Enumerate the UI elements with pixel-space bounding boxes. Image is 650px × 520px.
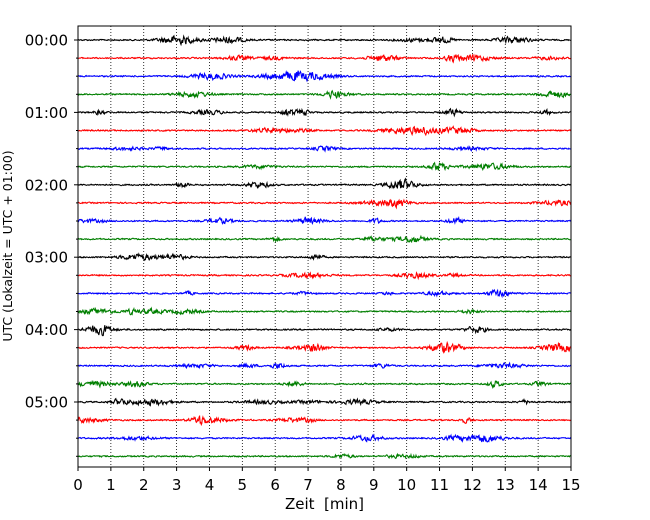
x-tick-label-5: 5 bbox=[238, 476, 248, 494]
trace-05:30 bbox=[77, 433, 572, 443]
x-tick-label-14: 14 bbox=[529, 476, 548, 494]
trace-02:45 bbox=[77, 234, 572, 244]
trace-01:00 bbox=[77, 107, 572, 118]
plot-frame bbox=[77, 25, 572, 468]
y-axis-ticks: 00:00 01:00 02:00 03:00 04:00 05:00 bbox=[25, 32, 78, 457]
trace-05:00 bbox=[77, 397, 572, 407]
trace-00:15 bbox=[77, 53, 572, 64]
trace-05:45 bbox=[77, 452, 572, 460]
x-tick-label-9: 9 bbox=[369, 476, 379, 494]
x-tick-label-10: 10 bbox=[397, 476, 416, 494]
x-tick-label-1: 1 bbox=[106, 476, 116, 494]
trace-02:30 bbox=[77, 216, 572, 226]
trace-04:15 bbox=[77, 340, 572, 354]
y-tick-label-00:00: 00:00 bbox=[25, 32, 68, 50]
x-tick-label-12: 12 bbox=[463, 476, 482, 494]
x-tick-label-3: 3 bbox=[172, 476, 182, 494]
y-tick-label-03:00: 03:00 bbox=[25, 249, 68, 267]
y-tick-label-05:00: 05:00 bbox=[25, 394, 68, 412]
x-tick-label-15: 15 bbox=[561, 476, 580, 494]
trace-04:45 bbox=[77, 379, 572, 390]
x-axis-label: Zeit [min] bbox=[285, 495, 364, 513]
trace-00:00 bbox=[77, 34, 572, 47]
trace-03:15 bbox=[77, 271, 572, 281]
trace-02:15 bbox=[77, 198, 572, 210]
trace-00:45 bbox=[77, 89, 572, 100]
x-tick-label-13: 13 bbox=[496, 476, 515, 494]
trace-04:00 bbox=[77, 325, 572, 337]
y-tick-label-01:00: 01:00 bbox=[25, 104, 68, 122]
trace-03:30 bbox=[77, 288, 572, 299]
trace-03:00 bbox=[77, 252, 572, 262]
trace-01:30 bbox=[77, 145, 572, 153]
trace-05:15 bbox=[77, 414, 572, 427]
x-tick-label-8: 8 bbox=[336, 476, 346, 494]
y-tick-label-02:00: 02:00 bbox=[25, 176, 68, 194]
y-tick-label-04:00: 04:00 bbox=[25, 321, 68, 339]
trace-01:45 bbox=[77, 161, 572, 172]
trace-04:30 bbox=[77, 361, 572, 370]
seismogram-traces bbox=[77, 34, 572, 460]
trace-03:45 bbox=[77, 306, 572, 316]
trace-02:00 bbox=[77, 177, 572, 190]
x-tick-label-11: 11 bbox=[430, 476, 449, 494]
x-tick-label-0: 0 bbox=[73, 476, 83, 494]
x-tick-label-2: 2 bbox=[139, 476, 149, 494]
x-tick-label-7: 7 bbox=[303, 476, 313, 494]
x-tick-label-4: 4 bbox=[205, 476, 215, 494]
trace-01:15 bbox=[77, 125, 572, 137]
y-axis-label: UTC (Lokalzeit = UTC + 01:00) bbox=[0, 150, 15, 341]
x-tick-label-6: 6 bbox=[270, 476, 280, 494]
x-axis-ticks: 0 1 2 3 4 5 6 7 8 9 10 11 12 13 14 15 bbox=[73, 467, 581, 494]
trace-00:30 bbox=[77, 70, 572, 83]
